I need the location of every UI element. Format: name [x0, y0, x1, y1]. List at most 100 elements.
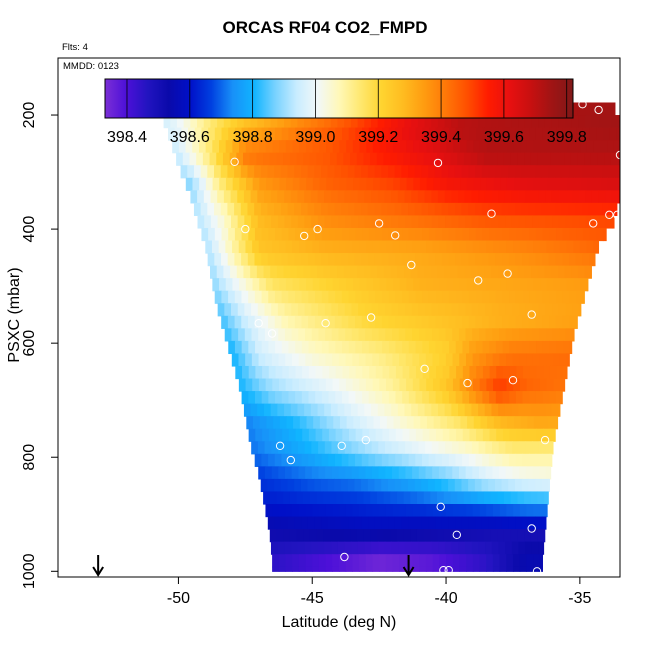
- heatmap-cell: [324, 215, 332, 229]
- heatmap-cell: [529, 453, 537, 467]
- heatmap-cell: [555, 253, 563, 267]
- heatmap-cell: [375, 340, 383, 355]
- heatmap-cell: [532, 441, 540, 455]
- heatmap-cell: [542, 127, 550, 141]
- heatmap-cell: [506, 378, 514, 392]
- heatmap-cell: [383, 529, 391, 543]
- heatmap-cell: [330, 529, 338, 543]
- heatmap-cell: [457, 152, 465, 166]
- heatmap-cell: [535, 391, 544, 405]
- heatmap-cell: [351, 441, 359, 455]
- heatmap-cell: [384, 441, 393, 455]
- heatmap-cell: [391, 215, 399, 229]
- heatmap-cell: [297, 541, 306, 555]
- heatmap-cell: [526, 378, 534, 392]
- heatmap-cell: [335, 127, 343, 141]
- heatmap-cell: [318, 303, 326, 317]
- heatmap-cell: [430, 152, 438, 166]
- heatmap-cell: [324, 441, 333, 455]
- heatmap-cell: [371, 466, 380, 480]
- heatmap-cell: [406, 240, 414, 254]
- heatmap-cell: [329, 152, 338, 166]
- heatmap-cell: [535, 516, 543, 530]
- heatmap-cell: [287, 165, 295, 179]
- heatmap-cell: [532, 466, 540, 480]
- heatmap-cell: [228, 127, 236, 141]
- heatmap-cell: [465, 441, 473, 455]
- heatmap-cell: [422, 391, 430, 405]
- heatmap-cell: [461, 165, 469, 179]
- heatmap-cell: [391, 190, 399, 204]
- heatmap-cell: [375, 127, 383, 141]
- heatmap-cell: [489, 290, 497, 304]
- heatmap-cell: [378, 328, 386, 342]
- heatmap-cell: [265, 353, 273, 367]
- heatmap-cell: [234, 253, 242, 267]
- heatmap-cell: [331, 466, 340, 480]
- heatmap-cell: [331, 303, 339, 317]
- heatmap-cell: [268, 227, 276, 242]
- heatmap-cell: [419, 566, 427, 572]
- heatmap-cell: [277, 303, 286, 317]
- heatmap-cell: [455, 127, 463, 141]
- heatmap-cell: [292, 278, 300, 292]
- observation-marker: [527, 524, 536, 533]
- heatmap-cell: [556, 365, 564, 380]
- heatmap-cell: [214, 227, 223, 242]
- heatmap-cell: [499, 466, 507, 480]
- heatmap-cell: [298, 328, 306, 342]
- heatmap-cell: [529, 391, 537, 405]
- heatmap-cell: [497, 152, 505, 166]
- heatmap-cell: [488, 453, 497, 467]
- heatmap-cell: [521, 202, 530, 217]
- heatmap-cell: [337, 115, 345, 129]
- heatmap-cell: [380, 416, 388, 430]
- heatmap-cell: [368, 253, 376, 267]
- heatmap-cell: [276, 152, 284, 166]
- heatmap-cell: [303, 265, 311, 279]
- heatmap-cell: [334, 165, 342, 179]
- heatmap-cell: [321, 391, 330, 405]
- heatmap-cell: [481, 478, 489, 493]
- heatmap-cell: [392, 140, 401, 154]
- heatmap-cell: [513, 278, 521, 292]
- heatmap-cell: [341, 202, 349, 217]
- heatmap-cell: [609, 127, 617, 141]
- heatmap-cell: [339, 240, 347, 254]
- heatmap-cell: [394, 516, 403, 530]
- heatmap-cell: [457, 265, 465, 279]
- heatmap-cell: [367, 202, 376, 217]
- heatmap-cell: [430, 491, 438, 505]
- heatmap-cell: [468, 290, 477, 304]
- heatmap-cell: [391, 115, 399, 129]
- heatmap-cell: [522, 227, 530, 242]
- heatmap-cell: [200, 202, 208, 217]
- heatmap-cell: [387, 202, 396, 217]
- heatmap-cell: [348, 391, 356, 405]
- heatmap-cell: [352, 278, 361, 292]
- heatmap-cell: [273, 416, 281, 430]
- heatmap-cell: [325, 554, 333, 568]
- heatmap-cell: [323, 529, 331, 543]
- heatmap-cell: [269, 529, 278, 543]
- heatmap-cell: [297, 215, 306, 229]
- heatmap-cell: [539, 353, 547, 367]
- heatmap-cell: [219, 140, 227, 154]
- heatmap-cell: [479, 466, 487, 480]
- heatmap-cell: [442, 365, 451, 380]
- heatmap-cell: [532, 215, 540, 229]
- heatmap-cell: [520, 278, 528, 292]
- heatmap-cell: [268, 290, 276, 304]
- heatmap-cell: [479, 278, 488, 292]
- heatmap-cell: [528, 315, 537, 329]
- heatmap-cell: [210, 215, 219, 229]
- heatmap-cell: [307, 516, 316, 530]
- heatmap-cell: [511, 190, 519, 204]
- heatmap-cell: [478, 190, 486, 204]
- heatmap-cell: [255, 340, 263, 355]
- heatmap-cell: [552, 328, 560, 342]
- heatmap-cell: [357, 541, 366, 555]
- heatmap-cell: [312, 554, 320, 568]
- heatmap-cell: [202, 152, 211, 166]
- heatmap-cell: [490, 529, 498, 543]
